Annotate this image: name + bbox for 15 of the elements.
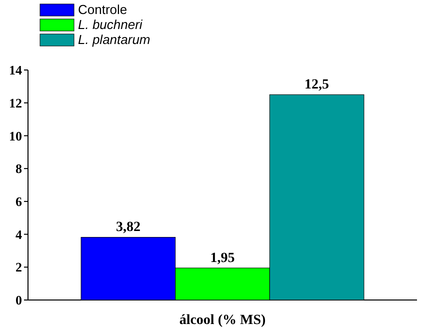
legend-label: L. buchneri: [78, 17, 144, 32]
y-tick-label: 2: [16, 260, 22, 275]
data-label: 3,82: [116, 220, 140, 236]
y-tick-label: 6: [16, 194, 22, 209]
legend-label: L. plantarum: [78, 32, 150, 47]
y-tick-label: 8: [16, 161, 22, 176]
legend-label: Controle: [78, 2, 128, 17]
y-tick-label: 4: [16, 226, 22, 242]
y-tick-label: 14: [9, 62, 22, 78]
data-label: 1,95: [210, 250, 235, 266]
x-axis-title: álcool (% MS): [179, 313, 266, 328]
y-tick-label: 0: [16, 292, 22, 308]
y-tick-label: 10: [9, 128, 22, 144]
y-tick-label: 12: [9, 95, 22, 110]
data-label: 12,5: [304, 78, 330, 93]
